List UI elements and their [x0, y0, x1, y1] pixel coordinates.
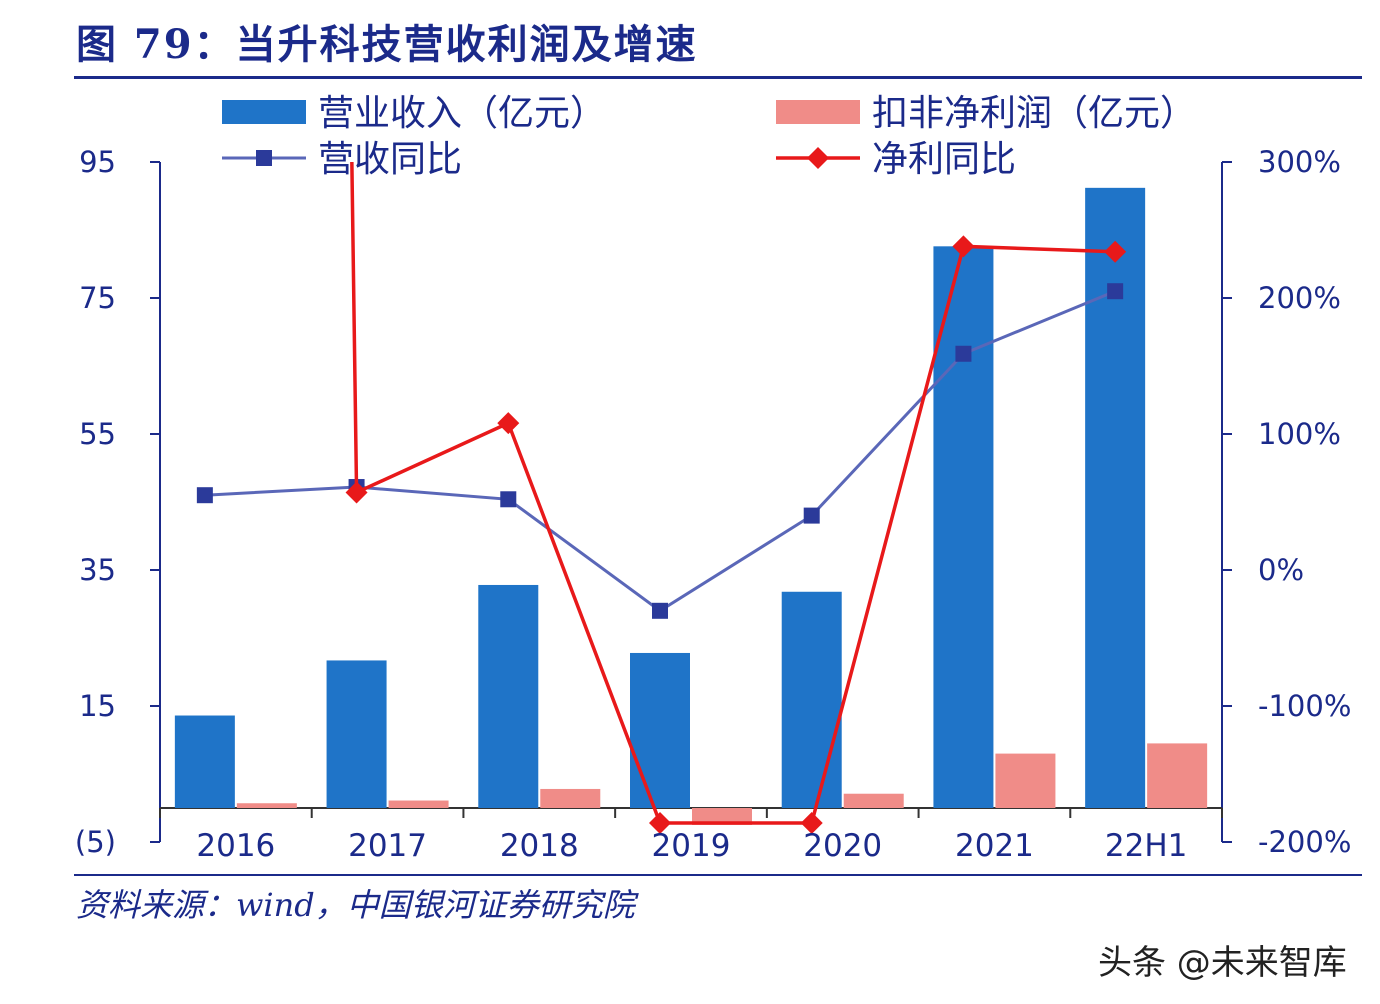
x-tick-label: 2017 [348, 828, 427, 864]
profit-bar [995, 753, 1056, 808]
watermark: 头条 @未来智库 [1098, 943, 1347, 983]
legend-label: 净利同比 [872, 139, 1016, 180]
left-tick-label: 15 [79, 689, 116, 723]
profit-yoy-point [1104, 240, 1127, 263]
page-title: 图 79：当升科技营收利润及增速 [76, 21, 698, 68]
chart-bars [174, 187, 1208, 825]
chart-tick-labels: 95 75 55 35 15 (5) 300% 200% 100% 0% -100% -200% 201… [75, 145, 1351, 864]
revenue-bar [478, 584, 539, 808]
chart-lines [196, 161, 1127, 834]
source-note: 资料来源：wind，中国银河证券研究院 [76, 886, 635, 924]
revenue-bar [933, 246, 994, 808]
chart-legend: 营业收入（亿元） 扣非净利润（亿元） 营收同比 净利同比 [222, 93, 1196, 180]
left-tick-label: 55 [79, 417, 116, 451]
legend-swatch [776, 100, 860, 124]
chart-axes [150, 161, 1232, 843]
legend-profit: 扣非净利润（亿元） [776, 93, 1196, 134]
x-tick-label: 22H1 [1105, 828, 1187, 864]
revenue-bar [1085, 187, 1146, 809]
x-tick-label: 2019 [652, 828, 731, 864]
legend-label: 扣非净利润（亿元） [872, 93, 1196, 134]
legend-label: 营收同比 [318, 139, 462, 180]
right-tick-label: 100% [1258, 417, 1341, 451]
profit-bar [388, 800, 449, 808]
revenue-yoy-point [652, 602, 668, 619]
profit-yoy-point [497, 412, 520, 435]
revenue-bar [630, 652, 690, 808]
profit-bar [1147, 743, 1208, 808]
left-tick-label: 35 [79, 553, 116, 587]
right-tick-label: 200% [1258, 281, 1341, 315]
x-tick-label: 2021 [955, 828, 1034, 864]
revenue-yoy-point [955, 345, 972, 362]
legend-swatch-marker [807, 147, 829, 169]
left-tick-label: 75 [79, 281, 116, 315]
revenue-bar [174, 715, 235, 808]
revenue-yoy-point [1107, 283, 1124, 300]
profit-yoy-line [350, 161, 1116, 825]
legend-revenue: 营业收入（亿元） [222, 93, 606, 134]
legend-swatch [222, 100, 306, 124]
profit-bar [843, 793, 904, 808]
revenue-yoy-point [196, 487, 213, 504]
profit-bar [540, 788, 601, 808]
right-tick-label: -200% [1258, 825, 1351, 859]
legend-swatch-marker [256, 150, 272, 166]
legend-revenue-yoy: 营收同比 [222, 139, 462, 180]
profit-yoy-point [649, 811, 671, 834]
profit-bar [692, 808, 752, 825]
right-tick-label: -100% [1258, 689, 1351, 723]
legend-profit-yoy: 净利同比 [776, 139, 1016, 180]
profit-yoy-point [952, 235, 975, 258]
title-divider [74, 76, 1362, 79]
right-tick-label: 300% [1258, 145, 1341, 179]
profit-bar [236, 803, 297, 808]
revenue-bar [781, 591, 842, 808]
right-tick-label: 0% [1258, 553, 1304, 587]
x-tick-label: 2018 [500, 828, 579, 864]
revenue-yoy-point [500, 491, 517, 508]
left-tick-label: 95 [79, 145, 116, 179]
source-divider [74, 874, 1362, 876]
profit-yoy-point [345, 481, 368, 504]
legend-label: 营业收入（亿元） [318, 93, 606, 134]
x-tick-label: 2020 [803, 828, 882, 864]
left-tick-label: (5) [75, 825, 116, 859]
profit-yoy-point [800, 811, 823, 834]
revenue-bar [326, 660, 387, 808]
revenue-yoy-point [803, 507, 820, 524]
x-tick-label: 2016 [196, 828, 275, 864]
